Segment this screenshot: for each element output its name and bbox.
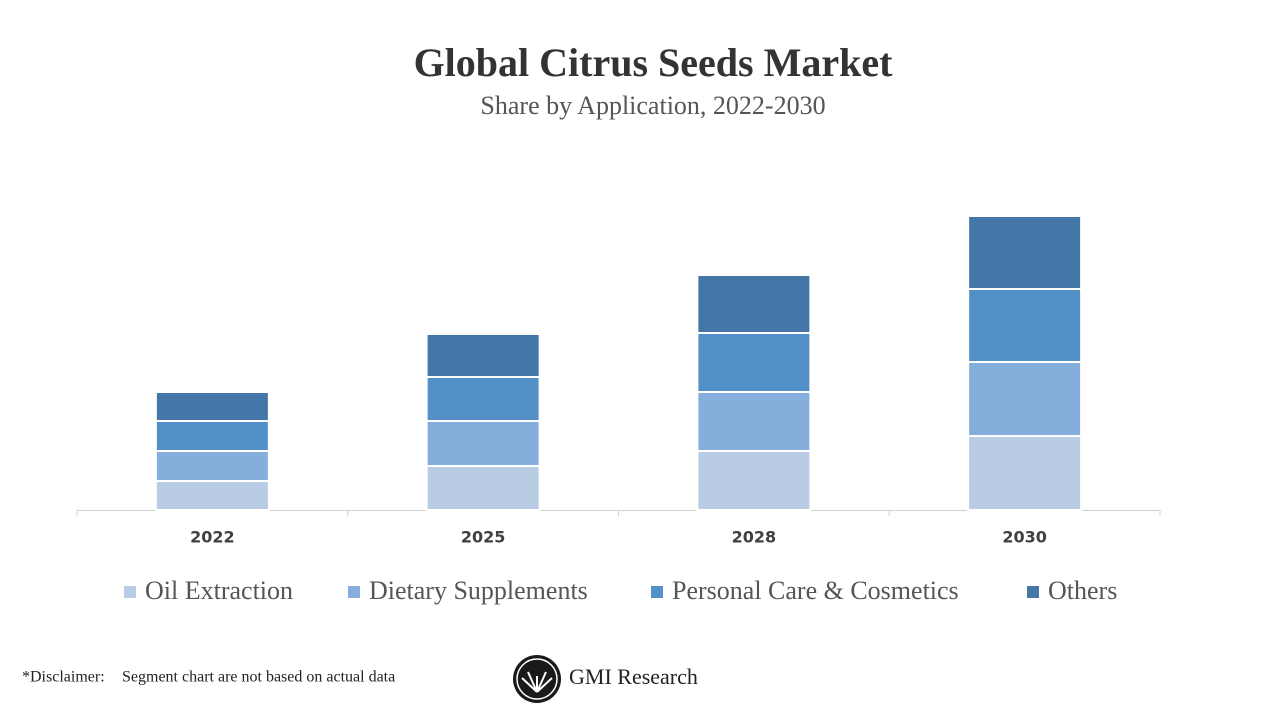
brand: GMI Research (569, 664, 698, 689)
chart-subtitle: Share by Application, 2022-2030 (480, 91, 825, 120)
bar-segment (425, 376, 541, 422)
bar-segment (154, 450, 270, 482)
x-tick-label: 2025 (461, 528, 506, 547)
legend-label: Personal Care & Cosmetics (672, 576, 959, 605)
bar-segment (154, 480, 270, 511)
bar-segment (425, 465, 541, 511)
x-tick-label: 2022 (190, 528, 235, 547)
bar-segment (154, 391, 270, 422)
disclaimer-text: Segment chart are not based on actual da… (122, 669, 395, 686)
bar-segment (696, 332, 812, 393)
bar-segment (425, 333, 541, 378)
bar-segment (967, 435, 1083, 511)
bar-segment (696, 450, 812, 511)
chart-title: Global Citrus Seeds Market (414, 40, 894, 85)
legend-label: Dietary Supplements (369, 576, 588, 605)
x-tick-label: 2030 (1002, 528, 1047, 547)
legend-swatch (124, 586, 136, 598)
bar-segment (696, 391, 812, 452)
bar-segment (967, 288, 1083, 363)
legend-swatch (651, 586, 663, 598)
disclaimer-label: *Disclaimer: (22, 669, 105, 686)
legend-swatch (348, 586, 360, 598)
x-tick-label: 2028 (732, 528, 777, 547)
bar-segment (967, 361, 1083, 437)
bar-segment (154, 420, 270, 452)
legend-swatch (1027, 586, 1039, 598)
bar-segment (425, 420, 541, 467)
legend-label: Oil Extraction (145, 576, 293, 605)
bar-segment (696, 274, 812, 334)
bar-segment (967, 215, 1083, 290)
legend-label: Others (1048, 576, 1117, 605)
logo (513, 655, 561, 703)
